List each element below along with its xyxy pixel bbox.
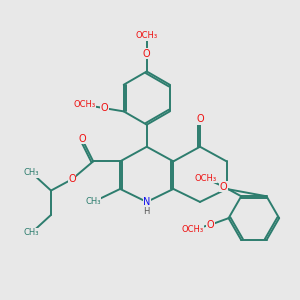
Text: H: H [144, 206, 150, 215]
Text: O: O [78, 134, 86, 144]
Text: N: N [143, 197, 150, 207]
Text: CH₃: CH₃ [24, 168, 39, 177]
Text: O: O [100, 103, 108, 113]
Text: OCH₃: OCH₃ [136, 31, 158, 40]
Text: O: O [207, 220, 214, 230]
Text: OCH₃: OCH₃ [74, 100, 96, 109]
Text: OCH₃: OCH₃ [182, 225, 204, 234]
Text: O: O [196, 114, 204, 124]
Text: O: O [220, 182, 227, 191]
Text: CH₃: CH₃ [85, 197, 101, 206]
Text: CH₃: CH₃ [24, 228, 39, 237]
Text: O: O [68, 174, 76, 184]
Text: O: O [143, 49, 151, 58]
Text: OCH₃: OCH₃ [194, 174, 217, 183]
